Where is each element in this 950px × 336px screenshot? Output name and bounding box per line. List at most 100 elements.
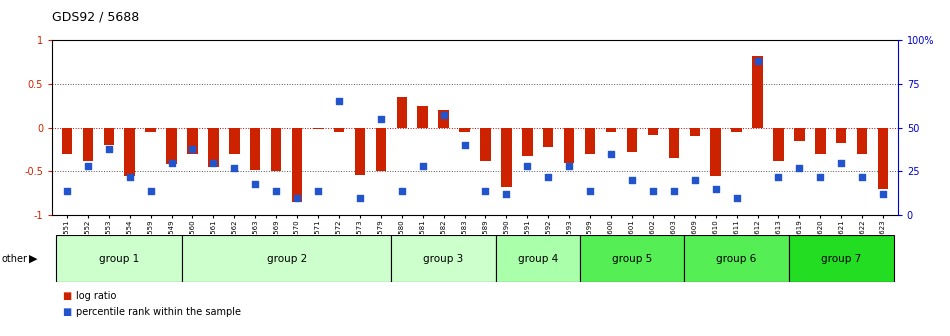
Bar xyxy=(250,128,260,170)
Bar xyxy=(417,106,428,128)
Bar xyxy=(648,128,658,135)
Bar xyxy=(580,235,684,282)
Point xyxy=(729,195,744,200)
Point xyxy=(645,188,660,193)
Bar xyxy=(481,128,491,161)
Bar xyxy=(391,235,496,282)
Point xyxy=(812,174,827,179)
Point xyxy=(457,142,472,148)
Bar xyxy=(56,235,182,282)
Point xyxy=(624,177,639,183)
Point xyxy=(520,163,535,169)
Point xyxy=(415,163,430,169)
Point xyxy=(59,188,74,193)
Point xyxy=(541,174,556,179)
Bar xyxy=(496,235,580,282)
Text: group 2: group 2 xyxy=(267,254,307,264)
Bar xyxy=(62,128,72,154)
Point xyxy=(311,188,326,193)
Bar xyxy=(83,128,93,161)
Bar xyxy=(124,128,135,176)
Bar xyxy=(354,128,365,175)
Text: group 3: group 3 xyxy=(424,254,464,264)
Text: ■: ■ xyxy=(62,307,71,318)
Point xyxy=(123,174,138,179)
Bar xyxy=(502,128,512,187)
Bar xyxy=(292,128,302,202)
Bar xyxy=(690,128,700,136)
Point xyxy=(332,99,347,104)
Point xyxy=(373,116,389,122)
Point xyxy=(687,177,702,183)
Point xyxy=(269,188,284,193)
Point xyxy=(582,188,598,193)
Point xyxy=(603,151,618,157)
Point xyxy=(185,146,200,151)
Bar xyxy=(836,128,846,143)
Bar xyxy=(182,235,391,282)
Bar xyxy=(375,128,386,171)
Point xyxy=(834,160,849,165)
Point xyxy=(206,160,221,165)
Text: group 1: group 1 xyxy=(99,254,140,264)
Point xyxy=(227,165,242,171)
Text: group 6: group 6 xyxy=(716,254,757,264)
Bar xyxy=(711,128,721,176)
Bar xyxy=(627,128,637,152)
Text: other: other xyxy=(2,254,28,264)
Text: percentile rank within the sample: percentile rank within the sample xyxy=(76,307,241,318)
Bar xyxy=(773,128,784,161)
Point xyxy=(248,181,263,186)
Point xyxy=(352,195,368,200)
Bar xyxy=(104,128,114,145)
Point xyxy=(101,146,116,151)
Bar xyxy=(271,128,281,171)
Point xyxy=(750,58,765,64)
Bar xyxy=(522,128,533,156)
Bar xyxy=(732,128,742,132)
Bar xyxy=(564,128,575,163)
Point xyxy=(855,174,870,179)
Text: group 5: group 5 xyxy=(612,254,652,264)
Point xyxy=(876,192,891,197)
Text: GDS92 / 5688: GDS92 / 5688 xyxy=(52,10,140,24)
Bar xyxy=(396,97,407,128)
Bar xyxy=(187,128,198,154)
Point xyxy=(436,113,451,118)
Bar xyxy=(543,128,554,147)
Point xyxy=(708,186,723,192)
Bar xyxy=(229,128,239,154)
Point xyxy=(290,195,305,200)
Bar xyxy=(606,128,617,132)
Bar xyxy=(684,235,788,282)
Bar xyxy=(815,128,826,154)
Bar xyxy=(459,128,469,132)
Text: group 7: group 7 xyxy=(821,254,862,264)
Bar xyxy=(145,128,156,132)
Point xyxy=(80,163,95,169)
Bar xyxy=(669,128,679,158)
Point xyxy=(770,174,786,179)
Point xyxy=(478,188,493,193)
Point xyxy=(666,188,681,193)
Text: ▶: ▶ xyxy=(28,254,37,264)
Point xyxy=(394,188,409,193)
Point xyxy=(499,192,514,197)
Text: ■: ■ xyxy=(62,291,71,301)
Bar xyxy=(788,235,894,282)
Point xyxy=(561,163,577,169)
Bar xyxy=(438,110,448,128)
Point xyxy=(143,188,159,193)
Text: log ratio: log ratio xyxy=(76,291,116,301)
Bar xyxy=(166,128,177,164)
Bar xyxy=(585,128,596,154)
Bar xyxy=(857,128,867,154)
Bar xyxy=(208,128,219,167)
Bar xyxy=(878,128,888,189)
Bar xyxy=(794,128,805,141)
Bar xyxy=(752,56,763,128)
Bar xyxy=(333,128,344,132)
Bar xyxy=(313,128,323,129)
Text: group 4: group 4 xyxy=(518,254,558,264)
Point xyxy=(791,165,807,171)
